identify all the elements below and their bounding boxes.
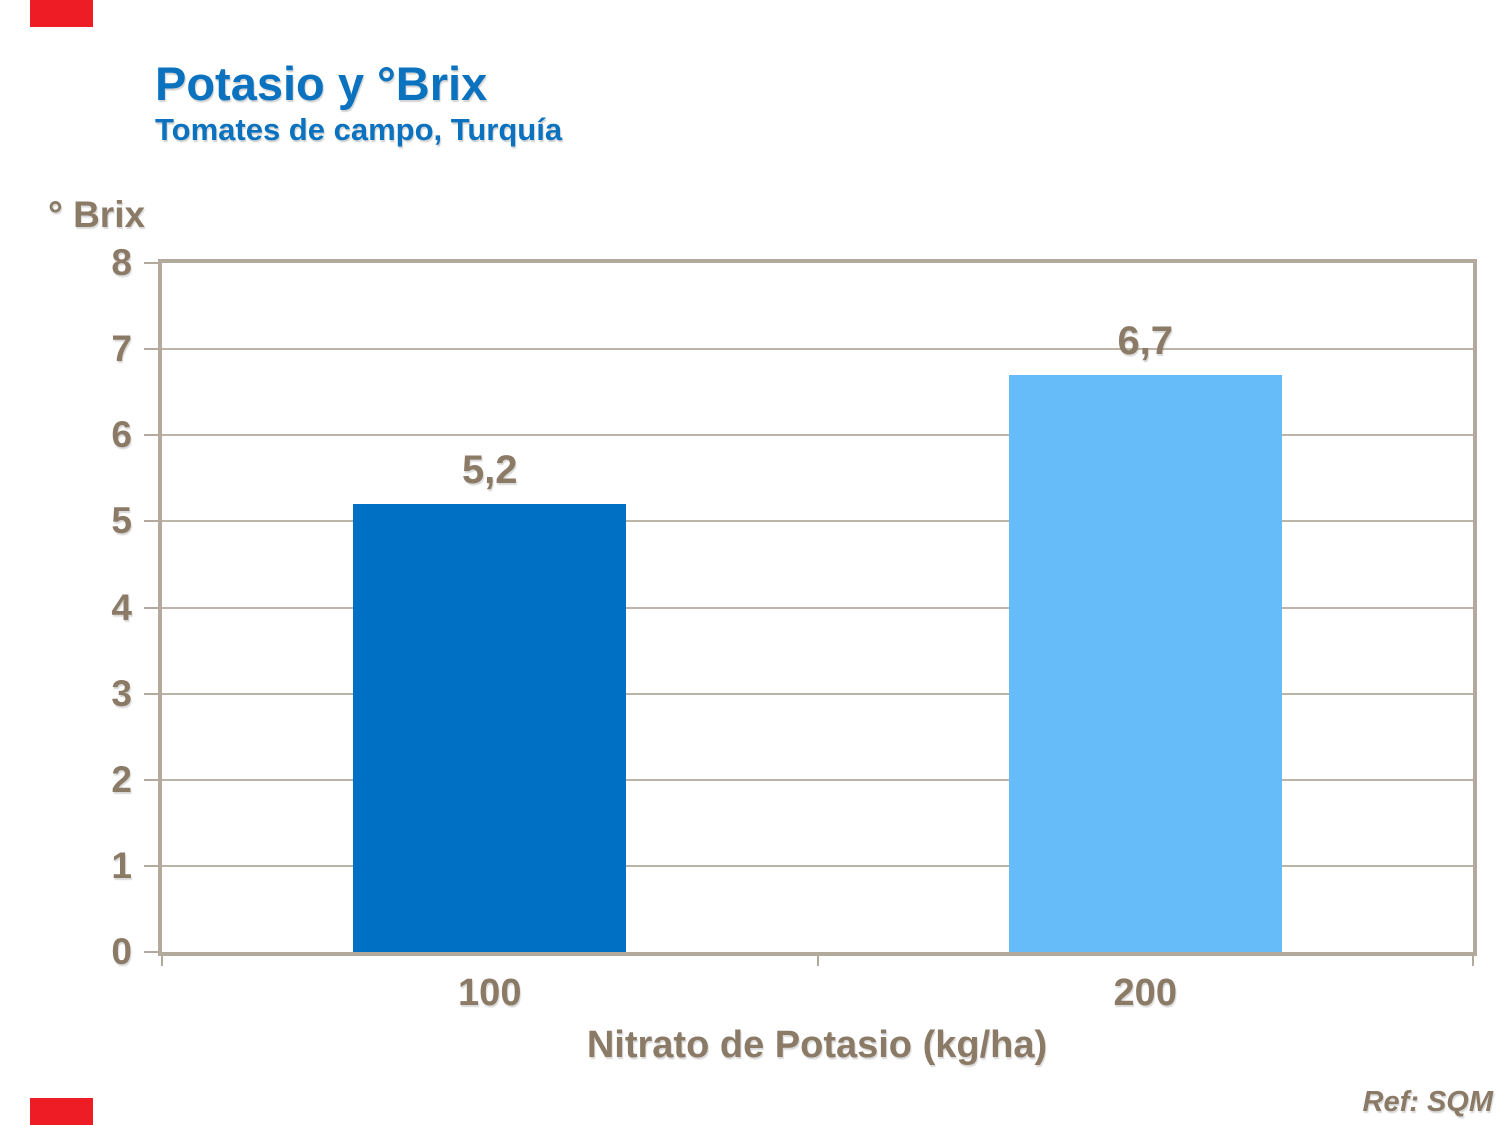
gridline-1 <box>162 864 1473 867</box>
y-axis-title: ° Brix <box>48 194 146 235</box>
y-tick-label-8: 8 <box>111 242 132 283</box>
y-tick-label-5: 5 <box>111 500 132 542</box>
gridline-2 <box>162 778 1473 781</box>
gridline-7 <box>162 348 1473 351</box>
y-tick-label-4: 4 <box>111 586 132 628</box>
red-corner-mark-bottom <box>30 1098 93 1125</box>
y-tick-mark-6 <box>144 434 160 437</box>
y-tick-mark-0 <box>144 951 160 953</box>
y-tick-mark-3 <box>144 692 160 695</box>
y-tick-label-0: 0 <box>111 931 132 972</box>
y-tick-mark-2 <box>144 778 160 781</box>
bar-100 <box>353 504 627 952</box>
chart-subtitle: Tomates de campo, Turquía <box>155 112 563 147</box>
x-tick-mark-1 <box>816 956 819 966</box>
x-axis-title: Nitrato de Potasio (kg/ha) <box>586 1024 1048 1066</box>
y-tick-mark-7 <box>144 348 160 351</box>
y-tick-label-6: 6 <box>111 414 132 456</box>
bar-200 <box>1008 374 1282 952</box>
gridline-4 <box>162 606 1473 609</box>
x-category-label-100: 100 <box>458 972 522 1014</box>
gridline-6 <box>162 434 1473 437</box>
bar-value-label-200: 6,7 <box>1117 318 1174 363</box>
y-tick-mark-5 <box>144 520 160 523</box>
x-category-label-200: 200 <box>1113 972 1177 1014</box>
gridline-3 <box>162 692 1473 695</box>
reference-note: Ref: SQM <box>1362 1086 1494 1118</box>
y-tick-label-7: 7 <box>111 328 132 370</box>
y-tick-mark-4 <box>144 606 160 609</box>
bar-value-label-100: 5,2 <box>461 448 518 493</box>
y-tick-mark-8 <box>144 262 160 264</box>
x-tick-mark-0 <box>161 956 163 966</box>
y-tick-label-2: 2 <box>111 758 132 800</box>
y-tick-label-3: 3 <box>111 672 132 714</box>
gridline-5 <box>162 520 1473 523</box>
y-tick-mark-1 <box>144 864 160 867</box>
y-tick-label-1: 1 <box>111 844 132 886</box>
x-tick-mark-2 <box>1472 956 1474 966</box>
chart-title: Potasio y °Brix <box>155 57 488 110</box>
red-corner-mark-top <box>30 0 93 27</box>
plot-inner: 5,2 6,7 <box>162 263 1473 952</box>
